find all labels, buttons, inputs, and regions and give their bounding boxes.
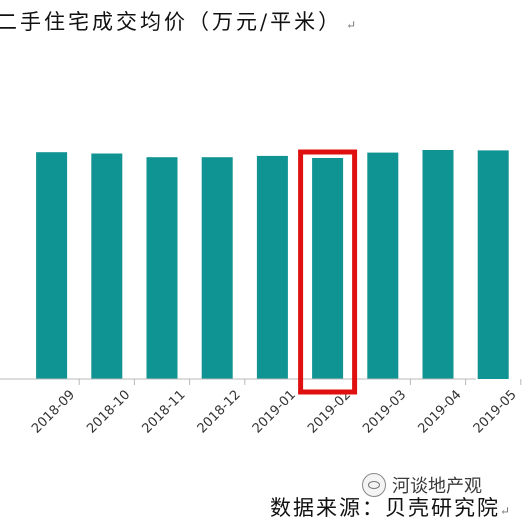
bar-2019-02 [312,158,344,379]
bar-2019-03 [367,152,399,379]
wechat-icon [362,473,386,497]
x-tick-label: 2018-11 [139,387,188,436]
bar-2018-12 [201,157,233,379]
x-tick-label: 2018-10 [84,387,133,436]
watermark-text: 河谈地产观 [392,476,482,497]
bar-2018-11 [146,157,178,379]
bar-2018-10 [91,153,123,379]
x-tick-label: 2018-12 [195,387,244,436]
x-tick-label: 2019-04 [415,387,464,436]
paragraph-mark: ↵ [346,18,357,32]
x-tick-label: 2019-01 [250,387,299,436]
x-tick-labels-group: 2018-09 2018-10 2018-11 2018-12 2019-01 2019-… [29,387,520,436]
bar-2019-04 [422,150,454,379]
x-tick-label: 2019-03 [360,387,409,436]
bar-2019-01 [256,155,288,379]
watermark: 河谈地产观 [362,472,482,498]
paragraph-mark: ↵ [500,504,511,518]
data-source: 数据来源：贝壳研究院↵ [270,496,511,520]
bar-2019-05 [477,150,509,379]
highlight-box [298,149,358,395]
x-tick-label: 2018-09 [29,387,78,436]
x-tick-label: 2019-05 [471,387,520,436]
bars-group [36,150,509,379]
chart-title: 二手住宅成交均价（万元/平米） ↵ [0,10,357,34]
bar-2018-09 [36,152,68,379]
x-tick-label: 2019-02 [305,387,354,436]
